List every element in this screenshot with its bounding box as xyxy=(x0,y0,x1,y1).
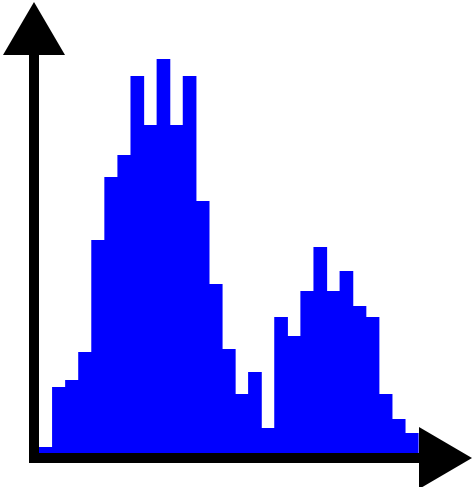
histogram-bar xyxy=(104,177,119,453)
histogram-bar xyxy=(339,271,354,453)
histogram-bar xyxy=(287,336,301,453)
histogram-bar xyxy=(143,125,158,453)
histogram-bars xyxy=(39,59,419,453)
histogram-bar xyxy=(208,284,223,453)
histogram-bar xyxy=(78,352,92,453)
histogram-bar xyxy=(195,201,210,453)
x-axis-arrow-icon xyxy=(419,427,472,487)
histogram-bar xyxy=(182,76,197,453)
histogram-bar xyxy=(130,76,145,453)
histogram-bar xyxy=(169,125,184,453)
histogram-bar xyxy=(235,394,249,453)
histogram-bar xyxy=(378,394,393,453)
histogram-bar xyxy=(391,419,406,453)
histogram-bar xyxy=(352,306,367,453)
histogram-bar xyxy=(404,433,419,453)
y-axis-arrow-icon xyxy=(3,2,65,55)
histogram-bar xyxy=(365,317,380,453)
histogram-bar xyxy=(91,240,105,453)
histogram-bar xyxy=(326,291,341,453)
histogram-bar xyxy=(156,59,171,453)
histogram-bar xyxy=(261,428,275,453)
histogram-bar xyxy=(52,387,66,453)
histogram-bar xyxy=(117,155,132,453)
histogram-bar xyxy=(248,372,262,453)
histogram-bar xyxy=(274,317,288,453)
histogram-bar xyxy=(65,380,79,453)
histogram-bar xyxy=(300,291,315,453)
histogram-bar xyxy=(221,349,236,453)
histogram-bar xyxy=(39,447,53,453)
histogram-bar xyxy=(313,247,328,453)
